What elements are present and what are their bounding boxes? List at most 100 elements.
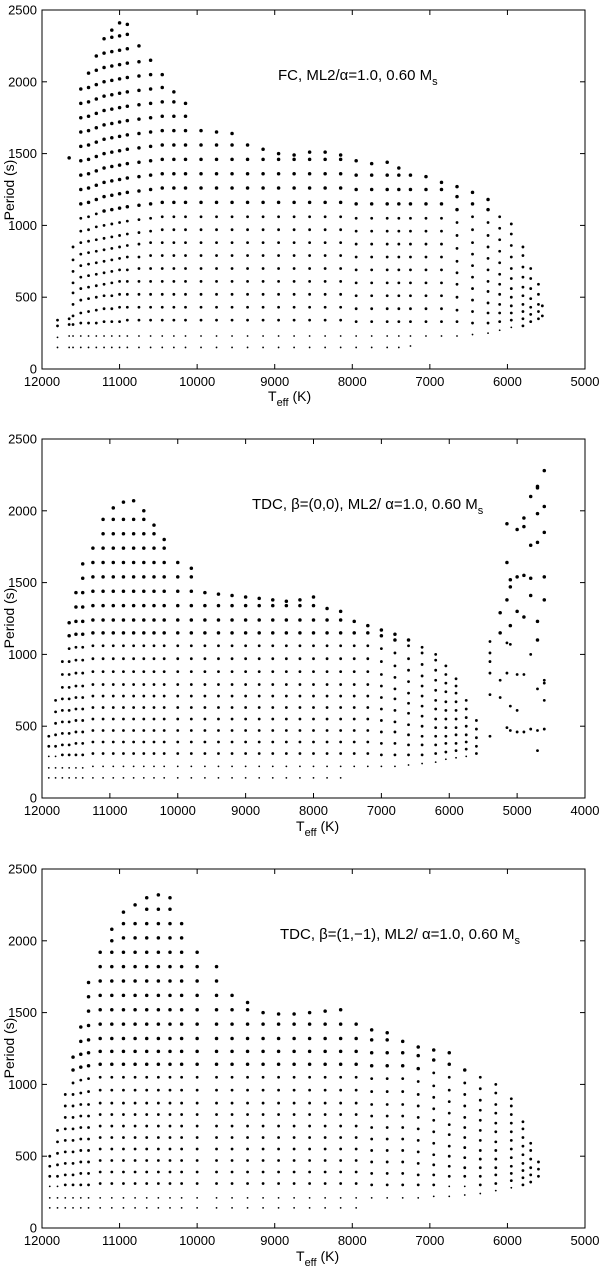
data-point — [339, 694, 343, 698]
data-point — [339, 241, 343, 245]
data-point — [215, 318, 218, 322]
data-point — [277, 280, 280, 283]
data-point — [157, 1196, 160, 1199]
data-point — [214, 1007, 219, 1012]
data-point — [152, 670, 156, 674]
data-point — [183, 101, 188, 106]
data-point — [149, 346, 152, 349]
data-point — [195, 1062, 199, 1067]
data-point — [67, 156, 71, 160]
data-point — [230, 318, 234, 322]
data-point — [277, 1159, 280, 1162]
data-point — [463, 1185, 466, 1188]
data-point — [454, 733, 458, 737]
data-point — [79, 321, 83, 325]
data-point — [312, 717, 315, 721]
data-point — [370, 1077, 374, 1081]
data-point — [486, 280, 490, 283]
data-point — [133, 921, 137, 926]
data-point — [509, 318, 513, 322]
data-point — [369, 1051, 374, 1055]
data-point — [110, 35, 114, 40]
data-point — [133, 979, 137, 983]
data-point — [148, 173, 153, 177]
data-point — [379, 730, 383, 734]
data-point — [122, 683, 125, 686]
data-point — [385, 1090, 389, 1093]
data-point — [298, 706, 302, 709]
data-point — [434, 668, 438, 672]
data-point — [94, 238, 98, 242]
data-point — [168, 1088, 172, 1092]
data-point — [308, 305, 312, 309]
data-point — [246, 1101, 249, 1105]
data-point — [110, 92, 114, 97]
data-point — [125, 47, 130, 51]
data-point — [498, 302, 502, 306]
data-point — [184, 346, 187, 349]
data-point — [325, 740, 329, 744]
data-point — [261, 1075, 265, 1079]
data-point — [81, 777, 84, 779]
data-point — [110, 346, 113, 349]
data-point — [478, 1157, 482, 1161]
data-point — [230, 1101, 234, 1105]
data-point — [271, 618, 275, 622]
data-point — [168, 1147, 172, 1151]
data-point — [323, 1009, 327, 1013]
data-point — [168, 1170, 172, 1174]
data-point — [189, 694, 193, 698]
data-point — [148, 130, 153, 134]
data-point — [117, 91, 122, 96]
data-point — [215, 1147, 218, 1151]
data-point — [144, 993, 149, 998]
data-point — [354, 294, 358, 298]
data-point — [162, 644, 166, 648]
data-point — [149, 318, 153, 322]
data-point — [338, 1049, 343, 1054]
data-point — [424, 242, 428, 246]
data-point — [214, 1049, 219, 1054]
data-point — [199, 280, 203, 283]
data-point — [354, 1036, 358, 1041]
data-point — [277, 267, 280, 270]
data-point — [379, 753, 383, 757]
data-point — [408, 173, 413, 177]
data-point — [152, 589, 156, 593]
data-point — [110, 1147, 114, 1151]
data-point — [509, 304, 513, 308]
data-point — [261, 147, 265, 152]
data-point — [535, 619, 540, 624]
data-point — [125, 118, 130, 123]
data-point — [312, 740, 315, 744]
data-point — [86, 171, 91, 176]
data-point — [79, 1196, 82, 1199]
x-tick-label: 10000 — [179, 1233, 215, 1248]
data-point — [521, 310, 525, 313]
data-point — [498, 611, 502, 615]
data-point — [308, 318, 312, 322]
data-point — [471, 321, 474, 325]
data-point — [132, 670, 136, 674]
data-point — [64, 1207, 67, 1209]
data-point — [409, 268, 412, 272]
data-point — [323, 200, 327, 205]
data-point — [195, 1182, 199, 1185]
data-point — [184, 292, 187, 296]
data-point — [161, 346, 164, 349]
data-point — [67, 753, 71, 757]
data-point — [189, 657, 193, 661]
plot-annotation-main: TDC, β=(0,0), ML2/ α=1.0, 0.60 M — [252, 496, 478, 513]
x-axis-label-sub: eff — [305, 1257, 318, 1269]
data-point — [215, 1124, 218, 1128]
data-point — [142, 765, 145, 768]
data-point — [522, 615, 526, 619]
data-point — [385, 202, 389, 206]
data-point — [190, 765, 193, 768]
data-point — [323, 241, 327, 245]
data-point — [137, 44, 141, 48]
data-point — [424, 229, 428, 233]
data-point — [486, 221, 490, 224]
data-point — [98, 993, 102, 998]
data-point — [420, 684, 424, 688]
